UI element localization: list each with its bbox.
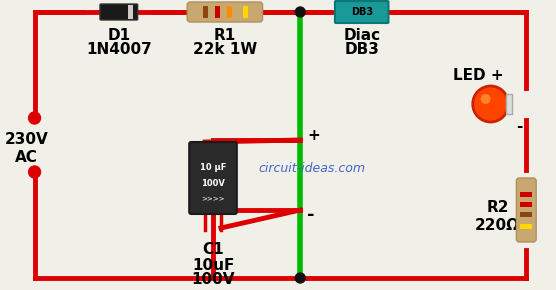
Text: 1N4007: 1N4007 xyxy=(86,43,152,57)
Circle shape xyxy=(480,94,490,104)
FancyBboxPatch shape xyxy=(335,1,389,23)
Circle shape xyxy=(28,166,41,178)
Text: D1: D1 xyxy=(107,28,131,43)
Text: >>>>: >>>> xyxy=(201,195,225,201)
FancyBboxPatch shape xyxy=(100,4,138,20)
Bar xyxy=(520,224,532,229)
Circle shape xyxy=(28,112,41,124)
FancyBboxPatch shape xyxy=(189,142,237,214)
Bar xyxy=(128,5,133,19)
Bar xyxy=(203,6,208,18)
Text: AC: AC xyxy=(15,150,38,164)
Bar xyxy=(227,6,232,18)
Text: circuit-ideas.com: circuit-ideas.com xyxy=(259,162,366,175)
Text: +: + xyxy=(307,128,320,142)
Text: 10 µF: 10 µF xyxy=(200,164,226,173)
Text: C1: C1 xyxy=(202,242,224,258)
Circle shape xyxy=(295,273,305,283)
FancyBboxPatch shape xyxy=(517,178,536,242)
Bar xyxy=(520,202,532,207)
Text: 22k 1W: 22k 1W xyxy=(193,43,257,57)
Text: 10uF: 10uF xyxy=(192,258,234,273)
Text: 100V: 100V xyxy=(191,273,235,287)
Bar xyxy=(243,6,248,18)
Bar xyxy=(520,192,532,197)
Circle shape xyxy=(473,86,508,122)
Text: 230V: 230V xyxy=(5,133,48,148)
Circle shape xyxy=(295,7,305,17)
Text: -: - xyxy=(307,206,315,224)
Text: 100V: 100V xyxy=(201,179,225,188)
Text: LED +: LED + xyxy=(453,68,504,82)
Bar xyxy=(215,6,220,18)
FancyBboxPatch shape xyxy=(187,2,262,22)
Text: -: - xyxy=(516,119,523,135)
Bar xyxy=(507,94,513,114)
Bar xyxy=(520,212,532,217)
Text: DB3: DB3 xyxy=(344,43,379,57)
Text: R1: R1 xyxy=(214,28,236,43)
Text: 220Ω: 220Ω xyxy=(475,218,520,233)
Text: Diac: Diac xyxy=(343,28,380,43)
Text: R2: R2 xyxy=(486,200,509,215)
Text: DB3: DB3 xyxy=(351,7,373,17)
